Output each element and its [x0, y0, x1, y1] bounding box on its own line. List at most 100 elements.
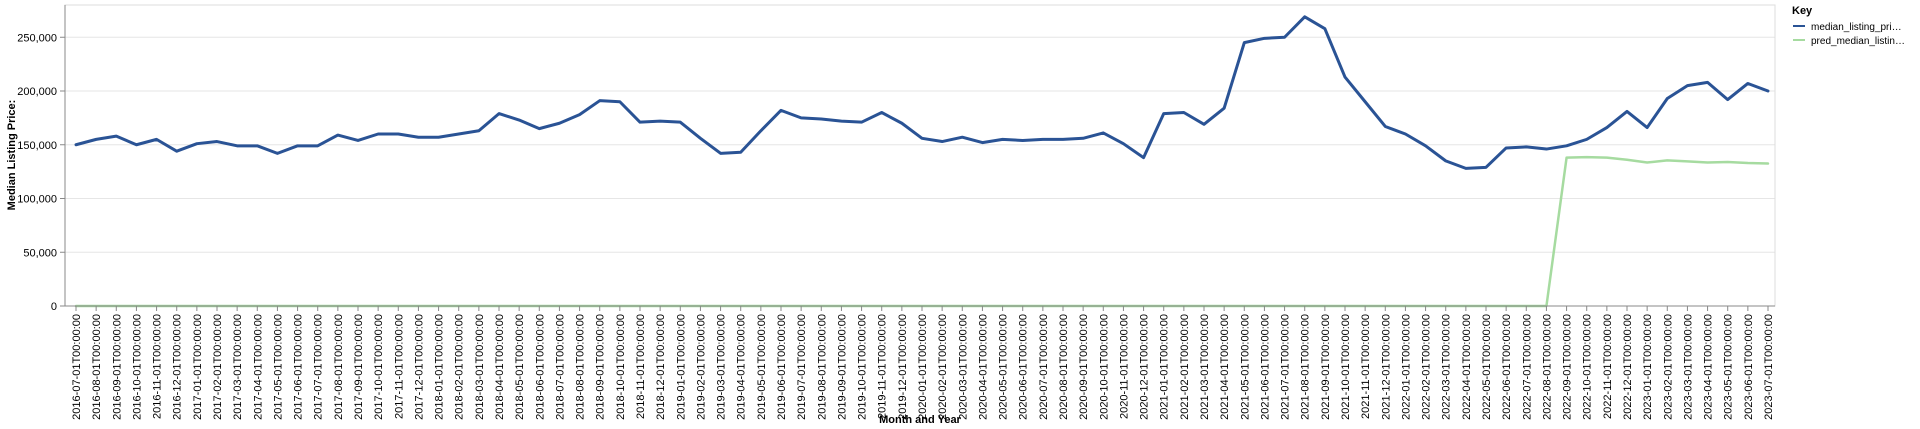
x-tick-label: 2021-05-01T00:00:00	[1239, 314, 1251, 420]
gridlines	[65, 36, 1775, 307]
x-tick-label: 2022-05-01T00:00:00	[1481, 314, 1493, 420]
x-tick-label: 2018-02-01T00:00:00	[454, 314, 466, 420]
x-tick-label: 2021-03-01T00:00:00	[1199, 314, 1211, 420]
series-lines	[74, 15, 1770, 308]
x-tick-label: 2018-09-01T00:00:00	[595, 314, 607, 420]
x-tick-label: 2016-10-01T00:00:00	[131, 314, 143, 420]
x-tick-label: 2017-07-01T00:00:00	[313, 314, 325, 420]
x-tick-label: 2018-06-01T00:00:00	[534, 314, 546, 420]
y-tick-label: 200,000	[17, 86, 57, 98]
x-tick-label: 2016-09-01T00:00:00	[111, 314, 123, 420]
series-line-pred	[74, 155, 1770, 308]
x-tick-label: 2020-09-01T00:00:00	[1078, 314, 1090, 420]
x-tick-label: 2017-04-01T00:00:00	[252, 314, 264, 420]
x-tick-label: 2019-07-01T00:00:00	[796, 314, 808, 420]
x-tick-label: 2018-03-01T00:00:00	[474, 314, 486, 420]
x-tick-label: 2023-01-01T00:00:00	[1642, 314, 1654, 420]
x-tick-label: 2022-12-01T00:00:00	[1622, 314, 1634, 420]
x-tick-label: 2020-08-01T00:00:00	[1058, 314, 1070, 420]
x-tick-label: 2021-08-01T00:00:00	[1300, 314, 1312, 420]
x-tick-label: 2018-04-01T00:00:00	[494, 314, 506, 420]
x-tick-label: 2023-02-01T00:00:00	[1662, 314, 1674, 420]
x-tick-label: 2019-11-01T00:00:00	[877, 314, 889, 419]
x-tick-label: 2016-11-01T00:00:00	[152, 314, 164, 419]
x-tick-label: 2020-07-01T00:00:00	[1038, 314, 1050, 420]
x-tick-label: 2021-09-01T00:00:00	[1320, 314, 1332, 420]
x-tick-label: 2019-09-01T00:00:00	[836, 314, 848, 420]
x-tick-label: 2019-08-01T00:00:00	[816, 314, 828, 420]
x-tick-label: 2017-02-01T00:00:00	[212, 314, 224, 420]
y-tick-label: 150,000	[17, 140, 57, 152]
x-tick-label: 2020-04-01T00:00:00	[977, 314, 989, 420]
legend: Key median_listing_pri… pred_median_list…	[1792, 5, 1905, 47]
x-tick-label: 2017-05-01T00:00:00	[272, 314, 284, 420]
x-tick-label: 2017-06-01T00:00:00	[293, 314, 305, 420]
x-tick-label: 2017-12-01T00:00:00	[413, 314, 425, 420]
x-tick-label: 2022-01-01T00:00:00	[1400, 314, 1412, 420]
x-tick-label: 2021-02-01T00:00:00	[1179, 314, 1191, 420]
x-tick-label: 2021-10-01T00:00:00	[1340, 314, 1352, 420]
x-tick-label: 2021-01-01T00:00:00	[1159, 314, 1171, 420]
x-tick-label: 2020-02-01T00:00:00	[937, 314, 949, 420]
x-tick-label: 2019-06-01T00:00:00	[776, 314, 788, 420]
x-tick-label: 2023-07-01T00:00:00	[1763, 314, 1775, 420]
legend-title: Key	[1792, 5, 1813, 17]
x-tick-label: 2019-10-01T00:00:00	[857, 314, 869, 420]
x-tick-label: 2018-08-01T00:00:00	[575, 314, 587, 420]
x-tick-label: 2023-03-01T00:00:00	[1682, 314, 1694, 420]
x-tick-label: 2016-07-01T00:00:00	[71, 314, 83, 420]
x-tick-label: 2016-12-01T00:00:00	[172, 314, 184, 420]
x-tick-label: 2022-03-01T00:00:00	[1441, 314, 1453, 420]
y-axis-ticks: 0 50,000 100,000 150,000 200,000 250,000	[17, 32, 65, 313]
x-tick-label: 2019-12-01T00:00:00	[897, 314, 909, 420]
x-tick-label: 2017-03-01T00:00:00	[232, 314, 244, 420]
x-tick-label: 2019-05-01T00:00:00	[756, 314, 768, 420]
x-tick-label: 2016-08-01T00:00:00	[91, 314, 103, 420]
x-tick-label: 2022-10-01T00:00:00	[1582, 314, 1594, 420]
x-tick-label: 2022-08-01T00:00:00	[1541, 314, 1553, 420]
x-tick-label: 2019-02-01T00:00:00	[695, 314, 707, 420]
x-axis-title: Month and Year	[879, 414, 961, 426]
x-tick-label: 2023-05-01T00:00:00	[1723, 314, 1735, 420]
x-tick-label: 2022-02-01T00:00:00	[1421, 314, 1433, 420]
x-tick-label: 2019-01-01T00:00:00	[675, 314, 687, 420]
x-tick-label: 2018-05-01T00:00:00	[514, 314, 526, 420]
x-tick-label: 2018-10-01T00:00:00	[615, 314, 627, 420]
x-tick-label: 2021-07-01T00:00:00	[1280, 314, 1292, 420]
x-tick-label: 2019-04-01T00:00:00	[736, 314, 748, 420]
x-tick-label: 2017-09-01T00:00:00	[353, 314, 365, 420]
x-tick-label: 2020-11-01T00:00:00	[1118, 314, 1130, 419]
x-tick-label: 2022-09-01T00:00:00	[1562, 314, 1574, 420]
x-tick-label: 2023-06-01T00:00:00	[1743, 314, 1755, 420]
x-tick-label: 2021-11-01T00:00:00	[1360, 314, 1372, 419]
y-tick-label: 50,000	[23, 247, 57, 259]
y-tick-label: 0	[51, 301, 57, 313]
x-tick-label: 2020-01-01T00:00:00	[917, 314, 929, 420]
y-tick-label: 250,000	[17, 32, 57, 44]
x-tick-label: 2020-05-01T00:00:00	[998, 314, 1010, 420]
x-tick-label: 2022-11-01T00:00:00	[1602, 314, 1614, 419]
x-tick-label: 2022-07-01T00:00:00	[1521, 314, 1533, 420]
x-tick-label: 2020-06-01T00:00:00	[1018, 314, 1030, 420]
y-tick-label: 100,000	[17, 194, 57, 206]
x-tick-label: 2023-04-01T00:00:00	[1703, 314, 1715, 420]
legend-label-median-listing-price: median_listing_pri…	[1811, 22, 1902, 33]
x-tick-label: 2018-01-01T00:00:00	[434, 314, 446, 420]
x-tick-label: 2020-12-01T00:00:00	[1139, 314, 1151, 420]
x-tick-label: 2018-12-01T00:00:00	[655, 314, 667, 420]
x-tick-label: 2022-04-01T00:00:00	[1461, 314, 1473, 420]
x-tick-label: 2022-06-01T00:00:00	[1501, 314, 1513, 420]
x-tick-label: 2021-12-01T00:00:00	[1380, 314, 1392, 420]
x-tick-label: 2017-01-01T00:00:00	[192, 314, 204, 420]
x-tick-label: 2021-04-01T00:00:00	[1219, 314, 1231, 420]
plot-frame	[64, 4, 1776, 307]
y-axis-title: Median Listing Price:	[6, 100, 18, 211]
x-tick-label: 2019-03-01T00:00:00	[716, 314, 728, 420]
x-tick-label: 2017-11-01T00:00:00	[393, 314, 405, 419]
x-tick-label: 2021-06-01T00:00:00	[1259, 314, 1271, 420]
x-axis-ticks: 2016-07-01T00:00:00 2016-08-01T00:00:00 20…	[71, 306, 1775, 420]
x-tick-label: 2017-10-01T00:00:00	[373, 314, 385, 420]
x-tick-label: 2018-07-01T00:00:00	[554, 314, 566, 420]
x-tick-label: 2017-08-01T00:00:00	[333, 314, 345, 420]
